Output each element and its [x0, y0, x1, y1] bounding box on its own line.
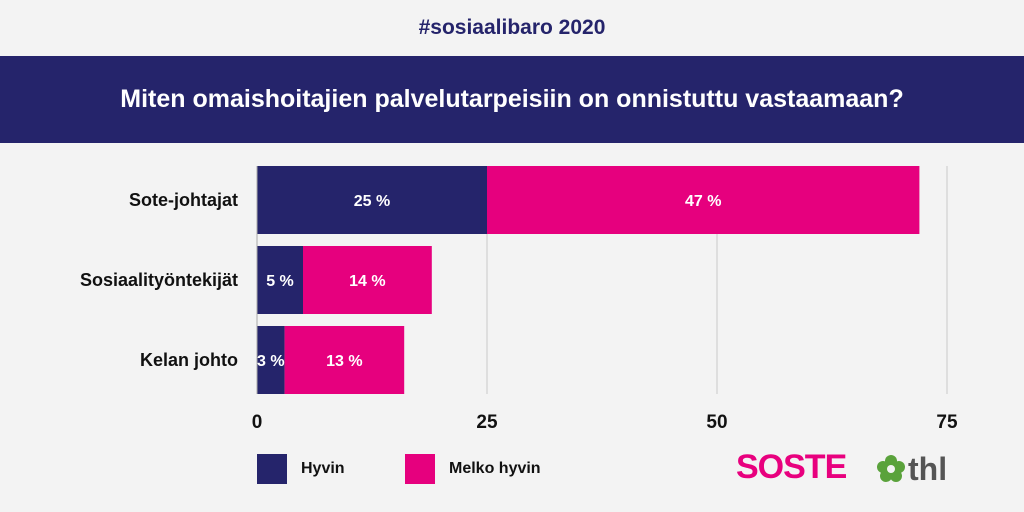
legend-swatch-melko-hyvin: [405, 454, 435, 484]
hashtag: #sosiaalibaro 2020: [418, 16, 606, 39]
data-label-0-1: 47 %: [685, 193, 721, 210]
tick-label-25: 25: [476, 412, 498, 433]
legend-label-hyvin: Hyvin: [301, 460, 345, 477]
bar-1-0: [257, 246, 303, 314]
category-label-1: Sosiaalityöntekijät: [80, 270, 238, 290]
bar-0-1: [487, 166, 920, 234]
data-label-1-0: 5 %: [266, 273, 294, 290]
category-label-2: Kelan johto: [140, 350, 238, 370]
data-label-2-0: 3 %: [257, 353, 285, 370]
title-band: Miten omaishoitajien palvelutarpeisiin o…: [0, 56, 1024, 143]
tick-label-75: 75: [936, 412, 958, 433]
data-label-0-0: 25 %: [354, 193, 390, 210]
tick-label-50: 50: [706, 412, 727, 433]
soste-logo: SOSTE: [736, 448, 847, 486]
bar-0-0: [257, 166, 487, 234]
category-label-0: Sote-johtajat: [129, 190, 238, 210]
bar-2-0: [257, 326, 285, 394]
thl-logo-text: thl: [908, 451, 948, 487]
data-label-1-1: 14 %: [349, 273, 385, 290]
legend-swatch-hyvin: [257, 454, 287, 484]
data-label-2-1: 13 %: [326, 353, 362, 370]
bar-2-1: [284, 326, 405, 394]
tick-label-0: 0: [252, 412, 263, 433]
chart-title: Miten omaishoitajien palvelutarpeisiin o…: [120, 85, 904, 113]
bar-1-1: [303, 246, 432, 314]
thl-flower-icon: [877, 455, 905, 482]
legend-label-melko-hyvin: Melko hyvin: [449, 460, 541, 477]
